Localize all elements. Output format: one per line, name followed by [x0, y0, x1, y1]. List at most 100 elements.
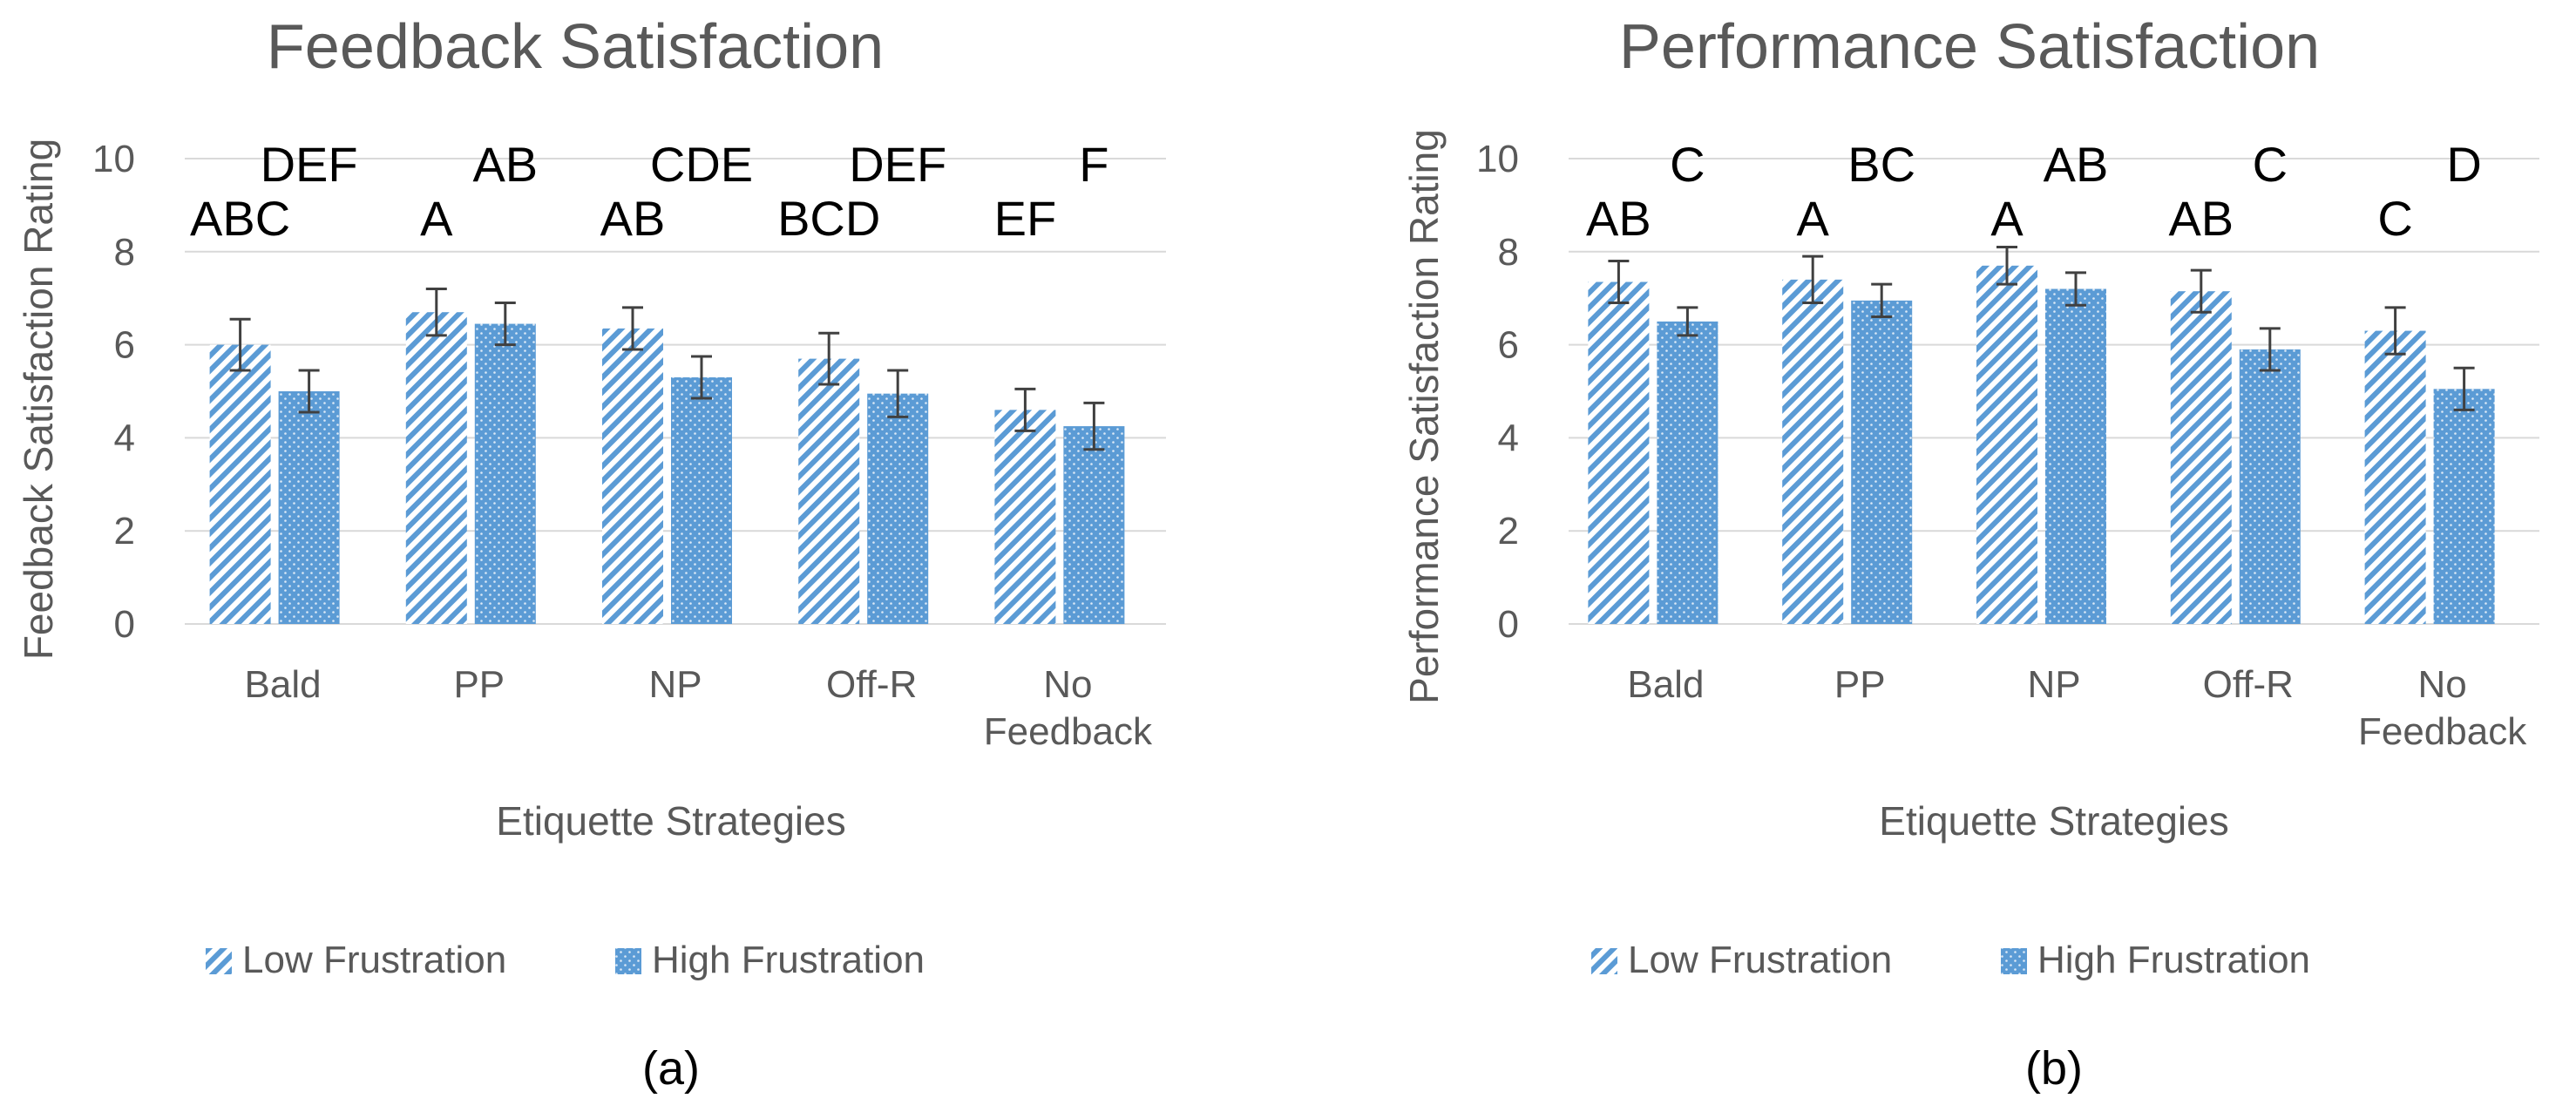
significance-letter: ABC: [190, 191, 290, 246]
x-tick-label-line: Off-R: [2203, 663, 2294, 706]
x-tick-label-line: Off-R: [826, 663, 917, 706]
significance-letter: DEF: [261, 137, 358, 192]
error-bar: [1083, 401, 1105, 451]
bar-high-frustration: [278, 391, 340, 624]
y-tick-label: 2: [1498, 510, 1519, 553]
bars: [1588, 265, 2495, 624]
error-bar: [494, 302, 516, 347]
error-bar: [818, 331, 840, 386]
x-tick-label: NP: [648, 663, 702, 706]
error-bar: [2190, 268, 2212, 314]
panel-label: (b): [2025, 1042, 2083, 1095]
x-tick-label-line: Feedback: [984, 710, 1153, 753]
bars: [209, 312, 1125, 624]
y-tick-label: 2: [114, 510, 135, 553]
legend-swatch-low: [206, 948, 232, 974]
x-tick-label-line: Bald: [245, 663, 322, 706]
legend-swatch-high: [2001, 948, 2027, 974]
legend-label-low: Low Frustration: [242, 939, 506, 981]
x-tick-label: Bald: [245, 663, 322, 706]
y-axis-label: Performance Satisfaction Rating: [1401, 129, 1447, 704]
significance-letter: AB: [2044, 137, 2109, 192]
x-tick-label-line: NP: [648, 663, 702, 706]
significance-letter: AB: [600, 191, 666, 246]
significance-letter: CDE: [650, 137, 753, 192]
significance-letter: C: [1670, 137, 1705, 192]
y-ticks: 0 2 4 6 8 10: [92, 138, 135, 646]
bar-high-frustration: [2239, 349, 2301, 624]
error-bar: [425, 288, 447, 337]
chart-panel-b: Performance Satisfaction Performance Sat…: [1401, 12, 2539, 1095]
y-axis-label: Feedback Satisfaction Rating: [16, 139, 61, 660]
bar-low-frustration: [602, 328, 663, 624]
significance-letter: D: [2446, 137, 2481, 192]
y-tick-label: 10: [92, 138, 135, 180]
chart-title: Performance Satisfaction: [1619, 12, 2320, 82]
error-bar: [2453, 366, 2475, 411]
x-tick-label: Off-R: [2203, 663, 2294, 706]
x-ticks: Bald PP NP Off-R No Feedback: [1627, 663, 2527, 753]
significance-letter: BC: [1847, 137, 1915, 192]
significance-letter: A: [1797, 191, 1830, 246]
x-axis-label: Etiquette Strategies: [1879, 798, 2228, 844]
y-tick-label: 8: [1498, 231, 1519, 274]
chart-title: Feedback Satisfaction: [267, 12, 884, 82]
panel-label: (a): [642, 1042, 700, 1095]
legend-swatch-low: [1591, 948, 1617, 974]
bar-low-frustration: [994, 410, 1056, 624]
x-tick-label-line: NP: [2027, 663, 2080, 706]
error-bars: [229, 288, 1105, 451]
significance-letter: AB: [1586, 191, 1651, 246]
significance-letter: C: [2377, 191, 2412, 246]
x-tick-label: No Feedback: [2358, 663, 2527, 753]
error-bar: [691, 355, 712, 400]
error-bar: [1802, 254, 1824, 305]
significance-letter: F: [1079, 137, 1108, 192]
significance-letter: DEF: [849, 137, 946, 192]
bar-high-frustration: [867, 393, 929, 624]
y-tick-label: 6: [114, 324, 135, 367]
legend: Low Frustration High Frustration: [1591, 939, 2310, 981]
error-bar: [1996, 245, 2017, 286]
y-tick-label: 0: [1498, 603, 1519, 646]
error-bar: [1677, 306, 1698, 337]
bar-low-frustration: [2364, 330, 2426, 624]
significance-letter: AB: [2168, 191, 2234, 246]
error-bar: [2384, 306, 2406, 356]
bar-low-frustration: [1588, 281, 1650, 624]
x-tick-label-line: Feedback: [2358, 710, 2527, 753]
significance-letter: BCD: [777, 191, 880, 246]
x-tick-label-line: PP: [453, 663, 505, 706]
x-tick-label: NP: [2027, 663, 2080, 706]
significance-letter: AB: [472, 137, 538, 192]
chart-panel-a: Feedback Satisfaction Feedback Satisfact…: [16, 12, 1166, 1095]
y-tick-label: 8: [114, 231, 135, 274]
y-tick-label: 4: [114, 417, 135, 459]
y-tick-label: 10: [1476, 138, 1519, 180]
x-ticks: Bald PP NP Off-R No Feedback: [245, 663, 1153, 753]
error-bar: [298, 369, 320, 414]
bar-low-frustration: [1782, 279, 1844, 624]
x-tick-label: No Feedback: [984, 663, 1153, 753]
legend: Low Frustration High Frustration: [206, 939, 925, 981]
error-bars: [1608, 245, 2475, 411]
bar-high-frustration: [2433, 389, 2495, 624]
y-tick-label: 6: [1498, 324, 1519, 367]
bar-high-frustration: [2045, 288, 2106, 624]
x-tick-label-line: No: [2417, 663, 2466, 706]
error-bar: [1871, 282, 1893, 319]
bar-high-frustration: [671, 376, 732, 624]
error-bar: [1608, 259, 1630, 305]
x-tick-label-line: PP: [1834, 663, 1886, 706]
y-tick-label: 0: [114, 603, 135, 646]
error-bar: [2259, 327, 2281, 372]
y-ticks: 0 2 4 6 8 10: [1476, 138, 1519, 646]
significance-letter: A: [420, 191, 453, 246]
legend-label-high: High Frustration: [2037, 939, 2310, 981]
bar-high-frustration: [1063, 426, 1125, 624]
error-bar: [229, 317, 251, 372]
bar-low-frustration: [1976, 265, 2037, 624]
bar-high-frustration: [474, 323, 536, 624]
x-axis-label: Etiquette Strategies: [496, 798, 845, 844]
